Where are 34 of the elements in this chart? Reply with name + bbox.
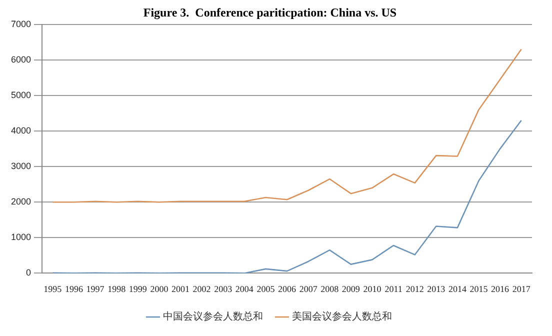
x-tick-label: 2002	[192, 284, 211, 294]
y-tick-label: 4000	[10, 126, 32, 136]
legend-label: 中国会议参会人数总和	[163, 310, 263, 323]
x-tick-label: 1999	[128, 284, 148, 294]
y-tick-label: 6000	[10, 54, 32, 64]
y-tick-label: 0	[26, 268, 32, 278]
x-tick-label: 1996	[64, 284, 84, 294]
x-tick-label: 2005	[256, 284, 276, 294]
x-tick-label: 2011	[384, 284, 402, 294]
x-tick-label: 2010	[363, 284, 382, 294]
x-tick-label: 2014	[448, 284, 467, 294]
y-tick-label: 3000	[10, 161, 32, 172]
x-tick-label: 2009	[342, 284, 360, 294]
y-tick-label: 1000	[10, 232, 32, 242]
x-tick-label: 1995	[44, 284, 62, 294]
x-tick-label: 2016	[491, 284, 510, 294]
y-tick-label: 5000	[10, 90, 32, 100]
x-tick-label: 1998	[108, 284, 126, 294]
x-tick-label: 2017	[512, 284, 531, 294]
x-tick-label: 1997	[86, 284, 105, 294]
x-tick-label: 2012	[406, 284, 424, 294]
x-tick-label: 2015	[470, 284, 488, 294]
y-tick-label: 7000	[10, 18, 32, 29]
x-tick-label: 2003	[214, 284, 233, 294]
x-tick-label: 2004	[235, 284, 254, 294]
y-tick-label: 2000	[10, 196, 32, 207]
x-tick-label: 2000	[150, 284, 169, 294]
x-tick-label: 2006	[278, 284, 297, 294]
chart-title: Figure 3. Conference pariticpation: China vs. US	[143, 5, 397, 20]
x-tick-label: 2013	[427, 284, 446, 294]
legend-label: 美国会议参会人数总和	[292, 310, 392, 323]
x-tick-label: 2007	[299, 284, 318, 294]
x-tick-label: 2001	[171, 284, 190, 294]
x-tick-label: 2008	[320, 284, 340, 294]
